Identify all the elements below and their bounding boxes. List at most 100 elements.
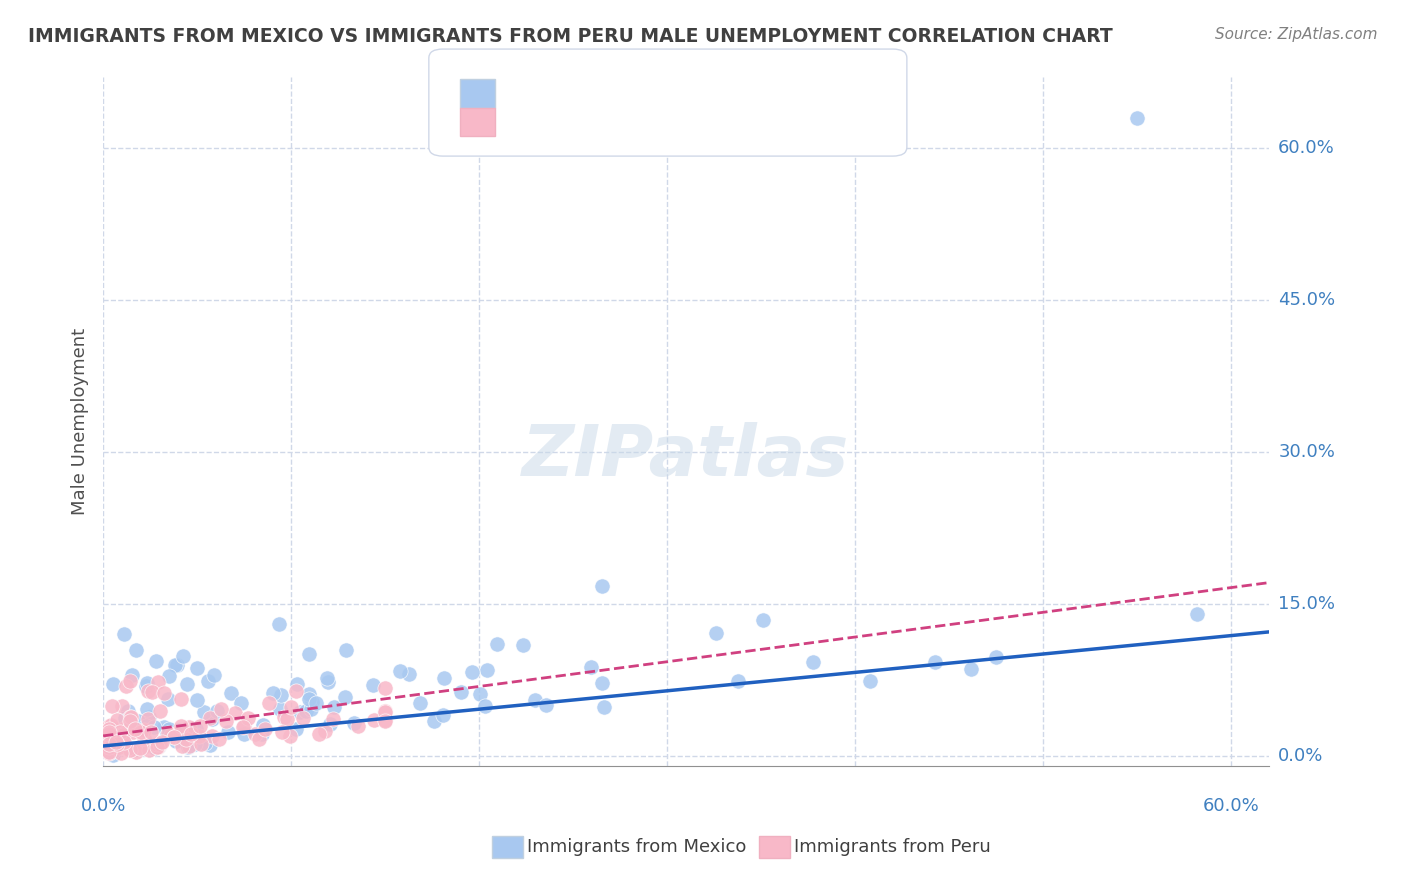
Point xyxy=(591,675,613,690)
Point xyxy=(374,706,396,720)
Point xyxy=(101,723,124,737)
Point xyxy=(363,713,385,727)
Point xyxy=(236,711,259,725)
Point xyxy=(201,713,224,727)
Point xyxy=(267,617,290,632)
Point xyxy=(157,692,180,706)
Point xyxy=(105,735,128,749)
Point xyxy=(135,676,157,690)
Point xyxy=(148,739,170,753)
Point xyxy=(198,711,221,725)
Point xyxy=(752,613,775,627)
Point xyxy=(959,662,981,676)
Point xyxy=(135,719,157,733)
Point xyxy=(270,688,292,702)
Point xyxy=(146,738,169,752)
Point xyxy=(1185,607,1208,621)
Point xyxy=(132,731,155,745)
Point xyxy=(374,713,396,727)
Point xyxy=(278,730,301,744)
Point xyxy=(101,747,124,762)
Point xyxy=(305,696,328,710)
Point xyxy=(115,680,138,694)
Point xyxy=(165,734,187,748)
Point xyxy=(97,744,120,758)
Point xyxy=(224,706,246,721)
Point xyxy=(202,667,225,681)
Point xyxy=(475,663,498,677)
Point xyxy=(592,699,614,714)
Point xyxy=(461,665,484,679)
Point xyxy=(1126,111,1149,125)
Point xyxy=(214,714,236,729)
Point xyxy=(157,669,180,683)
Point xyxy=(186,661,208,675)
Point xyxy=(110,747,132,761)
Point xyxy=(138,712,160,726)
Point xyxy=(209,702,232,716)
Point xyxy=(146,740,169,755)
Text: 60.0%: 60.0% xyxy=(1278,139,1336,157)
Point xyxy=(468,687,491,701)
Point xyxy=(103,737,125,751)
Point xyxy=(107,739,129,754)
Point xyxy=(163,730,186,744)
Point xyxy=(121,668,143,682)
Point xyxy=(177,739,200,754)
Point xyxy=(97,725,120,739)
Point xyxy=(136,683,159,698)
Point xyxy=(314,724,336,739)
Point xyxy=(398,667,420,681)
Point xyxy=(100,698,122,713)
Point xyxy=(243,727,266,741)
Point xyxy=(299,701,322,715)
Point xyxy=(276,712,298,726)
Point xyxy=(201,730,224,744)
Point xyxy=(125,642,148,657)
Point xyxy=(105,713,128,727)
Point xyxy=(120,710,142,724)
Point xyxy=(333,690,356,704)
Point xyxy=(727,673,749,688)
Point xyxy=(292,711,315,725)
Point xyxy=(141,685,163,699)
Point xyxy=(118,742,141,756)
Point xyxy=(112,734,135,748)
Point xyxy=(145,654,167,668)
Point xyxy=(193,706,215,720)
Point xyxy=(139,725,162,739)
Point xyxy=(97,722,120,736)
Point xyxy=(191,736,214,750)
Point xyxy=(132,723,155,737)
Point xyxy=(270,725,292,739)
Point xyxy=(176,677,198,691)
Text: 0.0%: 0.0% xyxy=(80,797,125,814)
Text: Immigrants from Mexico: Immigrants from Mexico xyxy=(527,838,747,856)
Point xyxy=(433,671,456,685)
Point xyxy=(450,685,472,699)
Point xyxy=(579,660,602,674)
Point xyxy=(388,664,411,678)
Point xyxy=(125,745,148,759)
Point xyxy=(188,719,211,733)
Text: 0.436: 0.436 xyxy=(538,86,595,105)
Point xyxy=(257,696,280,710)
Point xyxy=(316,675,339,690)
Point xyxy=(254,723,277,737)
Point xyxy=(343,715,366,730)
Point xyxy=(190,737,212,751)
Point xyxy=(120,710,142,724)
Point xyxy=(219,685,242,699)
Point xyxy=(316,672,339,686)
Point xyxy=(97,739,120,754)
Point xyxy=(298,687,321,701)
Point xyxy=(322,712,344,726)
Point xyxy=(177,739,200,753)
Point xyxy=(198,738,221,752)
Point xyxy=(285,722,308,736)
Point xyxy=(170,692,193,706)
Point xyxy=(423,714,446,728)
Point xyxy=(177,720,200,734)
Point xyxy=(166,657,188,672)
Point xyxy=(184,722,207,736)
